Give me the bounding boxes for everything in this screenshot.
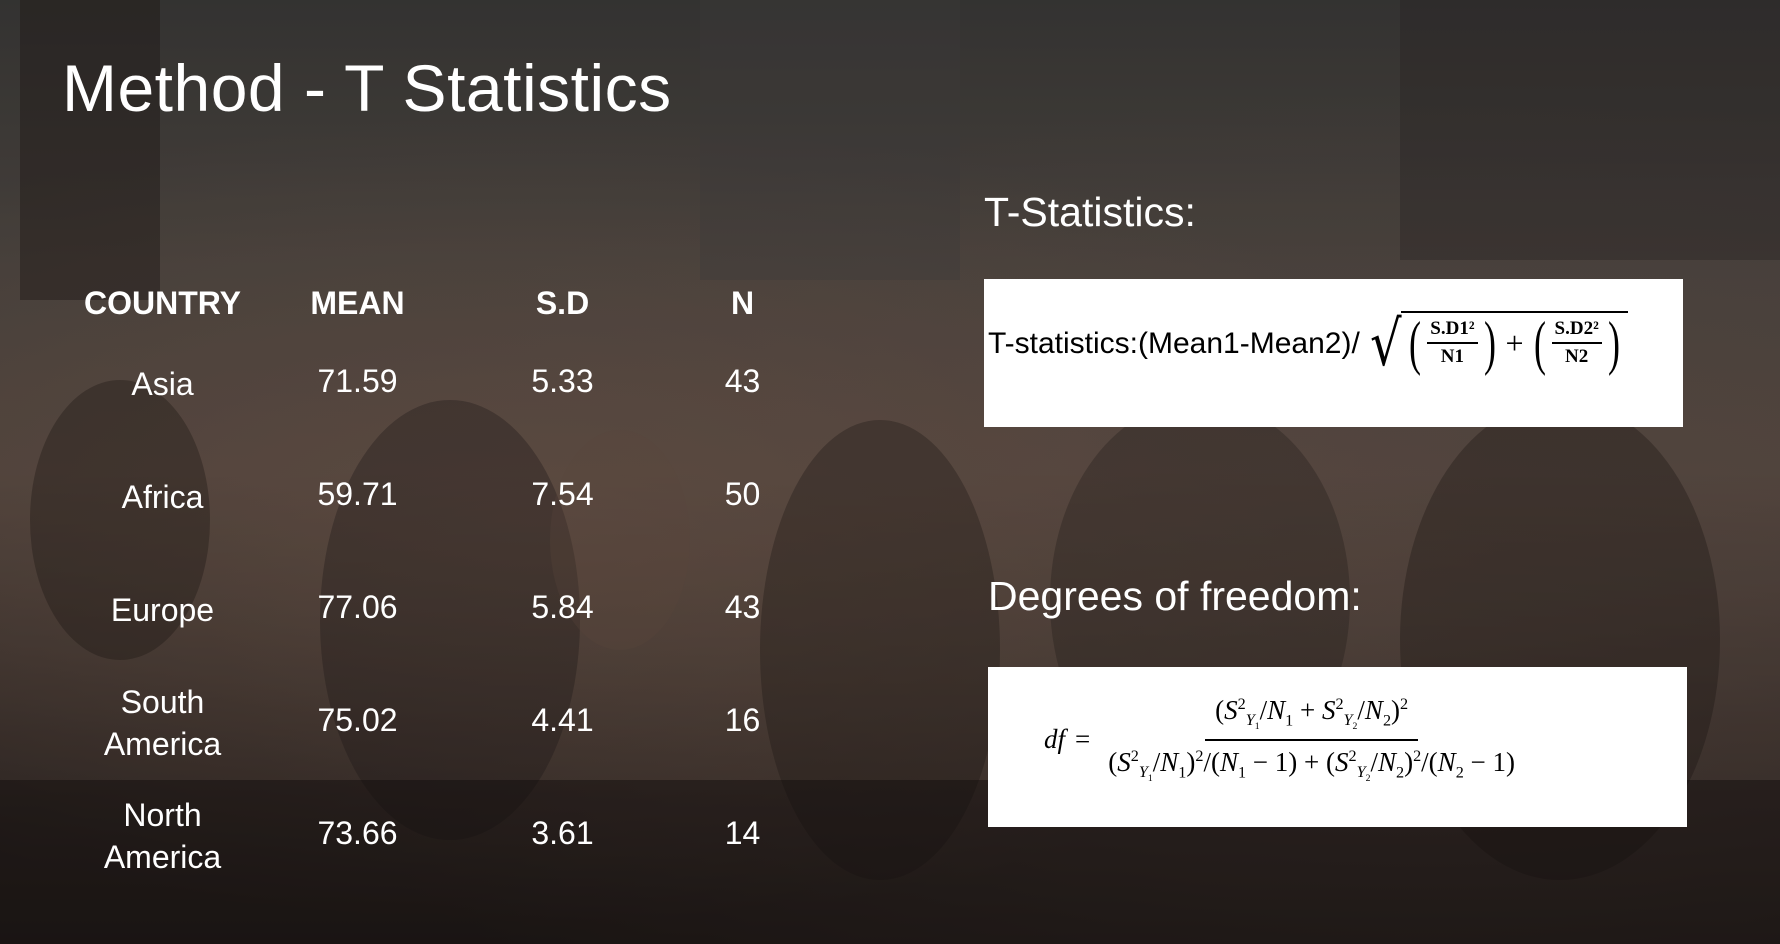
statistics-table: COUNTRY MEAN S.D N Asia 71.59 5.33 43 Af… (70, 278, 820, 893)
fraction-2-numerator: S.D2² (1551, 318, 1602, 344)
sd-cell: 4.41 (531, 701, 594, 738)
square-root: √ ( S.D1² N1 ) + ( S.D2² N2 ) (1366, 307, 1628, 380)
fraction-2-denominator: N2 (1565, 346, 1589, 367)
sd-cell: 5.84 (531, 588, 594, 625)
n-cell: 16 (724, 701, 761, 738)
tstat-formula: T-statistics:(Mean1-Mean2)/ √ ( S.D1² N1… (988, 307, 1628, 380)
table-row: South America 75.02 4.41 16 (70, 667, 820, 780)
right-paren-icon: ) (1607, 310, 1620, 376)
n-cell: 14 (724, 814, 761, 851)
df-denominator: (S2Y1/N1)2/(N1 − 1) + (S2Y2/N2)2/(N2 − 1… (1108, 746, 1515, 785)
tstat-formula-box: T-statistics:(Mean1-Mean2)/ √ ( S.D1² N1… (984, 279, 1683, 427)
header-country: COUNTRY (83, 284, 242, 321)
table-row: North America 73.66 3.61 14 (70, 780, 820, 893)
df-fraction: (S2Y1/N1 + S2Y2/N2)2 (S2Y1/N1)2/(N1 − 1)… (1100, 695, 1523, 784)
country-cell: South America (70, 667, 255, 780)
left-paren-icon: ( (1533, 310, 1546, 376)
df-lhs: df (1044, 724, 1066, 755)
sd-cell: 3.61 (531, 814, 594, 851)
country-name-line2: America (103, 838, 222, 875)
country-name: Asia (131, 365, 194, 402)
mean-cell: 71.59 (317, 362, 398, 399)
mean-cell: 75.02 (317, 701, 398, 738)
country-cell: Africa (70, 441, 255, 554)
df-heading: Degrees of freedom: (988, 573, 1362, 619)
slide-title: Method - T Statistics (62, 51, 672, 125)
left-paren-icon: ( (1409, 310, 1422, 376)
country-name: North (123, 796, 202, 833)
table-row: Africa 59.71 7.54 50 (70, 441, 820, 554)
country-cell: Europe (70, 554, 255, 667)
tstat-formula-prefix: T-statistics:(Mean1-Mean2)/ (988, 327, 1360, 360)
sqrt-body: ( S.D1² N1 ) + ( S.D2² N2 ) (1401, 310, 1628, 376)
header-n: N (730, 284, 755, 321)
country-name: Europe (110, 591, 215, 628)
sd-cell: 7.54 (531, 475, 594, 512)
n-cell: 50 (724, 475, 761, 512)
country-cell: North America (70, 780, 255, 893)
df-formula: df = (S2Y1/N1 + S2Y2/N2)2 (S2Y1/N1)2/(N1… (1044, 695, 1523, 784)
country-name-line2: America (103, 725, 222, 762)
header-sd: S.D (535, 284, 590, 321)
mean-cell: 59.71 (317, 475, 398, 512)
sd-cell: 5.33 (531, 362, 594, 399)
fraction-1-numerator: S.D1² (1427, 318, 1478, 344)
fraction-1-denominator: N1 (1440, 346, 1465, 367)
df-formula-box: df = (S2Y1/N1 + S2Y2/N2)2 (S2Y1/N1)2/(N1… (988, 667, 1687, 827)
fraction-1: S.D1² N1 (1427, 318, 1478, 368)
header-mean: MEAN (310, 284, 405, 321)
table-row: Europe 77.06 5.84 43 (70, 554, 820, 667)
table-header-row: COUNTRY MEAN S.D N (70, 278, 820, 328)
n-cell: 43 (724, 588, 761, 625)
fraction-2: S.D2² N2 (1551, 318, 1602, 368)
plus-sign: + (1505, 324, 1524, 361)
n-cell: 43 (724, 362, 761, 399)
tstat-heading: T-Statistics: (984, 189, 1196, 235)
right-paren-icon: ) (1483, 310, 1496, 376)
table-row: Asia 71.59 5.33 43 (70, 328, 820, 441)
country-name: Africa (121, 478, 204, 515)
country-cell: Asia (70, 328, 255, 441)
country-name: South (120, 683, 205, 720)
mean-cell: 73.66 (317, 814, 398, 851)
df-numerator: (S2Y1/N1 + S2Y2/N2)2 (1205, 695, 1419, 741)
equals-sign: = (1075, 724, 1091, 755)
sqrt-icon: √ (1369, 307, 1402, 380)
mean-cell: 77.06 (317, 588, 398, 625)
